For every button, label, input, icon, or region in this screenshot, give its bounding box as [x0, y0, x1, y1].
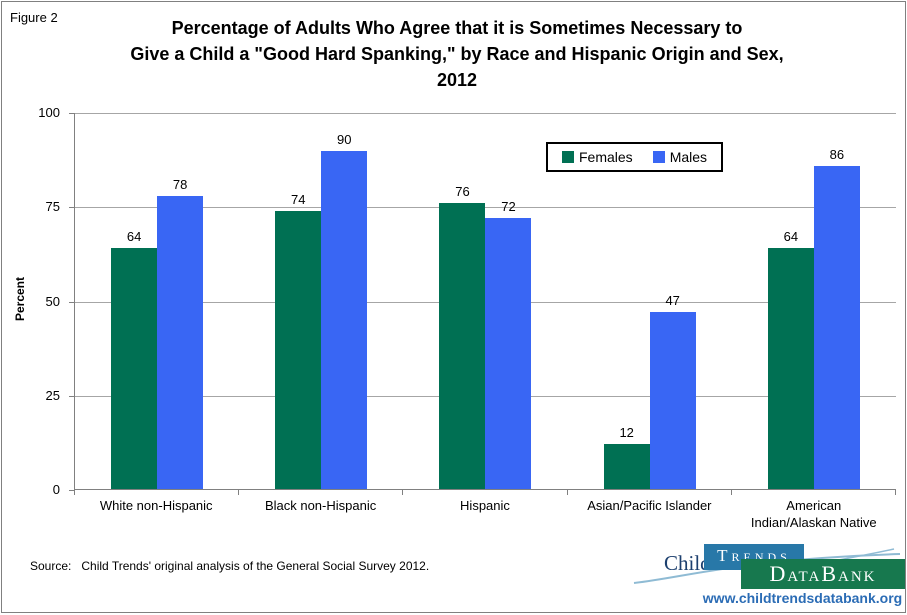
chart-title: Percentage of Adults Who Agree that it i… — [72, 15, 842, 93]
logo-child-text: Child — [664, 551, 711, 575]
bar-value-label: 86 — [829, 146, 845, 162]
gridline — [75, 113, 896, 114]
childtrends-databank-logo: Child Trends DataBank www.childtrendsdat… — [632, 537, 905, 609]
x-category-label: Asian/Pacific Islander — [587, 498, 712, 513]
y-axis-labels: 0 25 50 75 100 — [2, 105, 68, 497]
females-bar — [111, 248, 158, 489]
y-tick-mark — [69, 207, 75, 209]
chart-title-line-2: Give a Child a "Good Hard Spanking," by … — [130, 44, 784, 64]
females-bar — [439, 203, 486, 489]
bar-group: 64 86 — [732, 113, 896, 489]
x-tick-mark — [74, 490, 75, 495]
y-tick-mark — [69, 113, 75, 114]
females-bar — [767, 248, 814, 489]
bar-group: 76 72 — [403, 113, 567, 489]
bar-group: 74 90 — [239, 113, 403, 489]
figure-label: Figure 2 — [10, 10, 58, 25]
females-bar — [603, 443, 650, 489]
bar-value-label: 64 — [126, 229, 142, 245]
chart-title-line-3: 2012 — [436, 70, 478, 90]
females-bar — [275, 210, 322, 489]
males-bar — [157, 195, 204, 489]
x-category-label: American Indian/Alaskan Native — [750, 498, 877, 530]
bar-value-label: 74 — [291, 191, 306, 207]
bar-value-label: 72 — [501, 199, 516, 215]
logo-url-link[interactable]: www.childtrendsdatabank.org — [702, 590, 903, 606]
y-tick-label: 75 — [45, 199, 60, 215]
chart-title-line-1: Percentage of Adults Who Agree that it i… — [171, 18, 743, 38]
males-bar — [321, 150, 368, 489]
males-swatch-icon — [652, 151, 665, 163]
bar-value-label: 76 — [455, 184, 470, 200]
y-tick-mark — [69, 490, 75, 491]
bar-value-label: 64 — [783, 229, 799, 245]
bar-group: 64 78 — [75, 113, 239, 489]
y-tick-label: 50 — [45, 293, 60, 309]
source-note: Source: Child Trends' original analysis … — [30, 559, 430, 573]
y-tick-mark — [69, 395, 75, 397]
bar-value-label: 47 — [665, 293, 680, 309]
x-tick-mark — [895, 490, 896, 495]
x-tick-mark — [730, 490, 732, 495]
logo-databank-box: DataBank — [741, 559, 905, 589]
gridline — [75, 207, 896, 209]
males-bar — [813, 165, 860, 489]
x-axis-labels: White non-Hispanic Black non-Hispanic Hisp… — [74, 497, 896, 531]
males-bar — [485, 218, 532, 489]
y-tick-label: 0 — [52, 482, 60, 497]
x-tick-mark — [238, 490, 240, 495]
legend: Females Males — [546, 142, 724, 172]
females-swatch-icon — [562, 151, 574, 163]
legend-item-females: Females — [562, 149, 633, 165]
bar-value-label: 78 — [172, 176, 188, 192]
x-category-label: Hispanic — [460, 498, 510, 513]
legend-label: Males — [669, 149, 708, 165]
x-category-label: White non-Hispanic — [99, 498, 213, 513]
y-tick-mark — [69, 301, 75, 303]
y-axis-title: Percent — [13, 276, 27, 322]
legend-label: Females — [579, 149, 633, 165]
plot-area: 64 78 74 90 76 72 12 47 64 86 — [69, 113, 896, 495]
bar-value-label: 12 — [619, 424, 634, 440]
bar-value-label: 90 — [337, 131, 352, 147]
males-bar — [649, 312, 696, 489]
bar-group: 12 47 — [568, 113, 732, 489]
x-category-label: Black non-Hispanic — [264, 498, 377, 513]
legend-item-males: Males — [652, 149, 708, 165]
y-tick-label: 25 — [45, 387, 60, 403]
y-tick-label: 100 — [38, 105, 60, 120]
x-tick-mark — [566, 490, 568, 495]
x-tick-mark — [402, 490, 404, 495]
